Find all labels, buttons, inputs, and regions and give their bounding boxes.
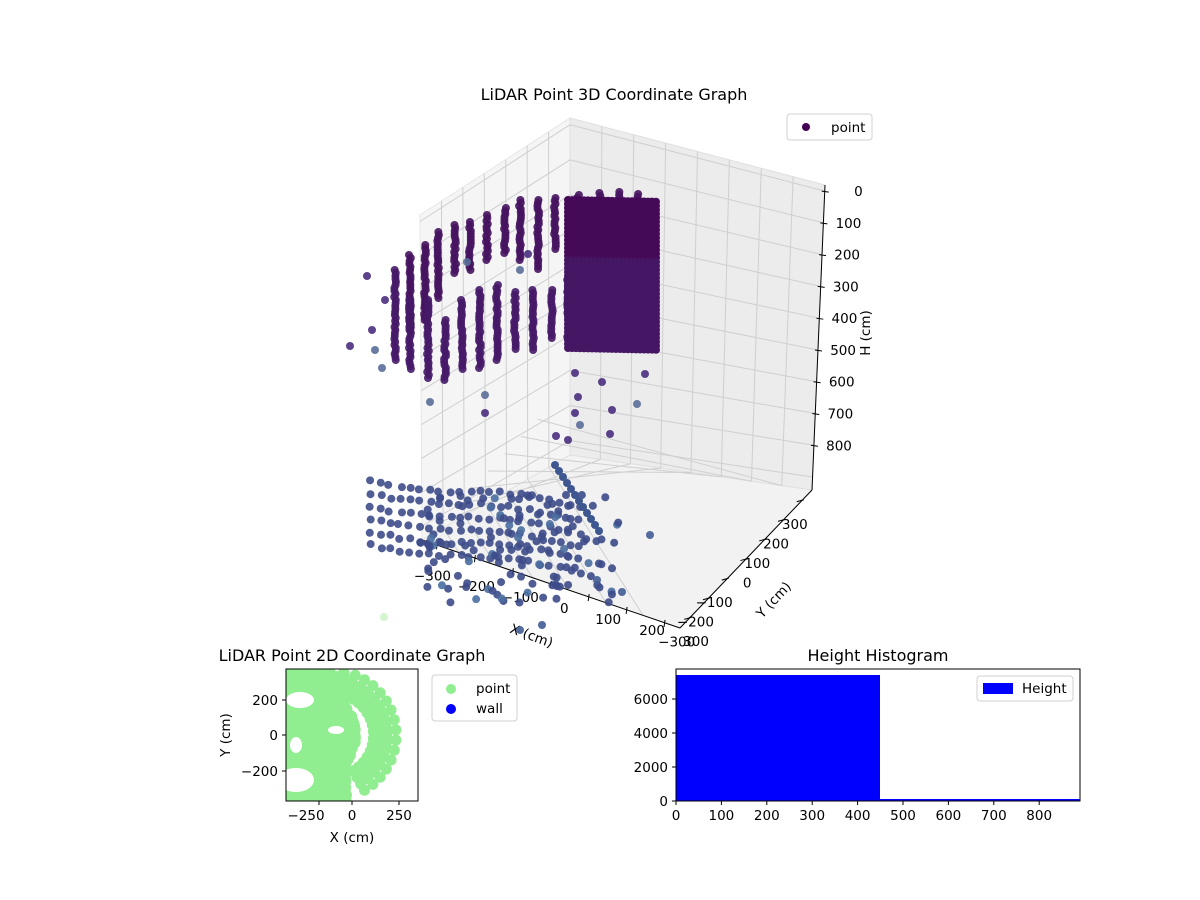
svg-text:500: 500	[890, 808, 916, 824]
svg-text:300: 300	[799, 808, 825, 824]
legend-label-point: point	[831, 120, 865, 136]
svg-text:200: 200	[834, 248, 860, 264]
svg-text:−200: −200	[677, 615, 714, 631]
svg-text:200: 200	[252, 693, 278, 709]
svg-text:0: 0	[854, 184, 863, 200]
svg-text:0: 0	[672, 808, 681, 824]
svg-text:700: 700	[827, 406, 853, 422]
histogram-bar-0-450	[676, 675, 880, 801]
svg-text:800: 800	[826, 438, 852, 454]
plot-2d: LiDAR Point 2D Coordinate Graph −250 0 2…	[218, 646, 517, 846]
plot-2d-xlabel: X (cm)	[330, 830, 375, 846]
svg-text:−250: −250	[287, 808, 324, 824]
legend-swatch-height	[983, 683, 1013, 694]
plot-2d-yticks: 200 0 −200	[241, 693, 286, 780]
svg-text:100: 100	[709, 808, 735, 824]
histogram-xticks: 0 100 200 300 400 500 600 700 800	[672, 801, 1052, 824]
svg-text:−200: −200	[241, 764, 278, 780]
legend-histogram: Height	[977, 676, 1073, 701]
svg-text:700: 700	[981, 808, 1007, 824]
svg-text:600: 600	[936, 808, 962, 824]
svg-text:0: 0	[560, 601, 569, 617]
svg-text:300: 300	[782, 517, 808, 533]
svg-text:6000: 6000	[634, 692, 668, 708]
y-axis-label: Y (cm)	[753, 579, 795, 623]
legend-label-point: point	[476, 681, 510, 697]
plot-histogram: Height Histogram 0 100 200 300 400 500 600 700 8…	[634, 646, 1080, 824]
svg-text:0: 0	[743, 576, 752, 592]
plot-2d-ylabel: Y (cm)	[218, 713, 234, 758]
svg-text:400: 400	[832, 311, 858, 327]
svg-text:2000: 2000	[634, 760, 668, 776]
histogram-yticks: 0 2000 4000 6000	[634, 692, 676, 810]
svg-text:100: 100	[836, 216, 862, 232]
svg-text:250: 250	[386, 808, 412, 824]
legend-label-height: Height	[1022, 681, 1067, 697]
svg-text:0: 0	[269, 728, 278, 744]
legend-marker-wall	[446, 704, 456, 714]
svg-text:400: 400	[845, 808, 871, 824]
svg-text:100: 100	[595, 612, 621, 628]
histogram-title: Height Histogram	[808, 646, 949, 665]
svg-text:100: 100	[744, 556, 770, 572]
legend-3d: point	[787, 114, 872, 140]
plot-2d-title: LiDAR Point 2D Coordinate Graph	[219, 646, 486, 665]
plot-3d: LiDAR Point 3D Coordinate Graph 0 100 200 3…	[346, 85, 874, 651]
svg-text:0: 0	[348, 808, 357, 824]
svg-text:500: 500	[830, 343, 856, 359]
figure-canvas: LiDAR Point 3D Coordinate Graph 0 100 200 3…	[0, 0, 1200, 900]
legend-2d: point wall	[432, 675, 517, 721]
svg-text:200: 200	[763, 536, 789, 552]
plot-3d-title: LiDAR Point 3D Coordinate Graph	[481, 85, 748, 104]
svg-text:600: 600	[829, 375, 855, 391]
svg-text:800: 800	[1026, 808, 1052, 824]
svg-text:−300: −300	[414, 568, 451, 584]
z-axis-label: H (cm)	[858, 310, 874, 356]
x-axis-label: X (cm)	[508, 621, 555, 651]
svg-text:−100: −100	[696, 595, 733, 611]
svg-text:200: 200	[754, 808, 780, 824]
legend-marker-point	[446, 684, 456, 694]
legend-label-wall: wall	[476, 701, 503, 717]
svg-text:0: 0	[659, 794, 668, 810]
svg-text:−300: −300	[658, 634, 695, 650]
svg-text:4000: 4000	[634, 726, 668, 742]
legend-marker-point	[802, 123, 810, 131]
svg-text:300: 300	[833, 279, 859, 295]
plot-2d-xticks: −250 0 250	[287, 801, 411, 824]
